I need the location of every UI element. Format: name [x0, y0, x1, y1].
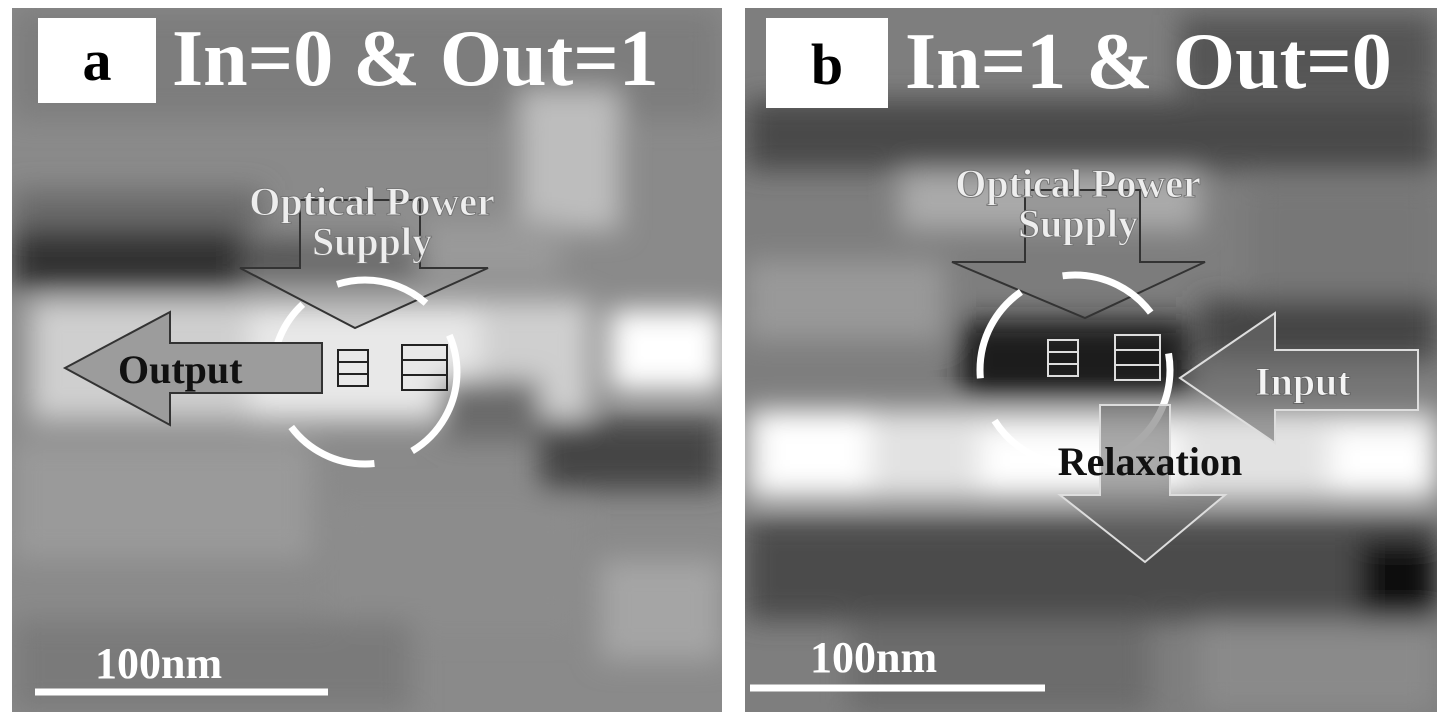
figure: a In=0 & Out=1 Optical Power Supply Outp…: [0, 0, 1441, 720]
input-label: Input: [1255, 359, 1351, 404]
panel-title: In=1 & Out=0: [905, 18, 1392, 106]
shape: [600, 560, 722, 660]
shape: [610, 310, 722, 390]
power-label: Supply: [1018, 201, 1138, 246]
power-label: Supply: [312, 219, 432, 264]
shape: [1360, 540, 1437, 620]
shape: [330, 500, 580, 630]
shape: [745, 100, 1437, 170]
shape: [960, 320, 1190, 400]
panel-title: In=0 & Out=1: [172, 15, 659, 103]
power-label: Optical Power: [955, 161, 1201, 206]
shape: [520, 90, 620, 230]
shape: [1250, 180, 1437, 300]
power-label: Optical Power: [249, 179, 495, 224]
shape: [1200, 620, 1437, 712]
scale-label: 100nm: [95, 639, 222, 688]
shape: [745, 520, 1437, 620]
shape: [760, 410, 870, 490]
panel-label: a: [83, 28, 112, 93]
shape: [1330, 430, 1437, 490]
output-label: Output: [118, 347, 243, 392]
shape: [12, 190, 262, 230]
scale-label: 100nm: [810, 633, 937, 682]
shape: [12, 440, 312, 560]
shape: [745, 260, 945, 340]
shape: [12, 230, 242, 290]
shape: [540, 420, 722, 490]
relaxation-label: Relaxation: [1058, 439, 1242, 484]
panel-label: b: [811, 32, 843, 97]
